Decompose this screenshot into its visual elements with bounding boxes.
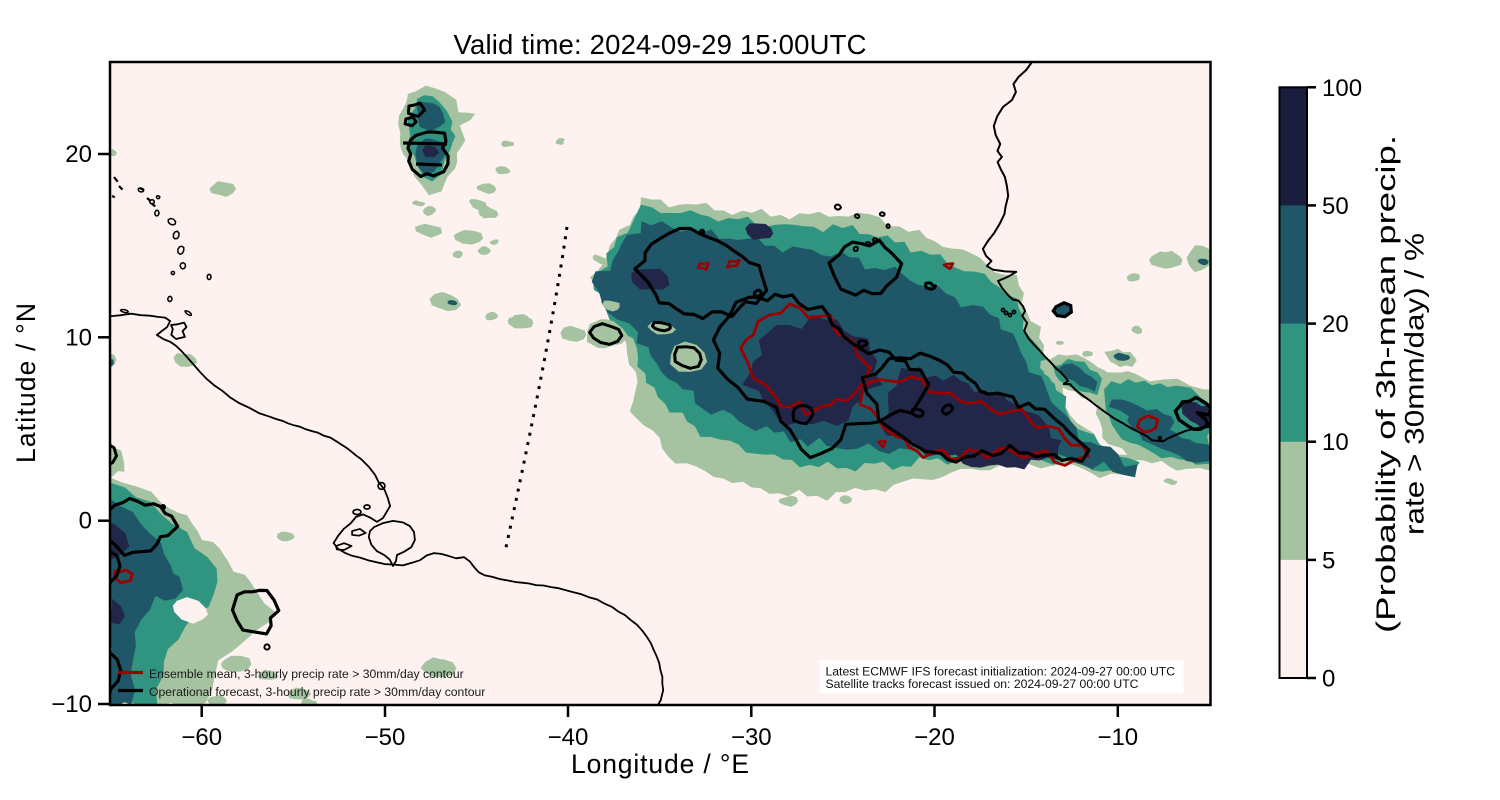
svg-text:(Probability of 3h-mean precip: (Probability of 3h-mean precip. — [1371, 135, 1401, 633]
svg-text:Operational forecast, 3-hourly: Operational forecast, 3-hourly precip ra… — [149, 685, 485, 699]
svg-text:Ensemble mean, 3-hourly precip: Ensemble mean, 3-hourly precip rate > 30… — [149, 667, 464, 681]
svg-text:20: 20 — [1322, 311, 1349, 338]
svg-text:−50: −50 — [365, 724, 406, 751]
svg-text:rate > 30mm/day) / %: rate > 30mm/day) / % — [1400, 233, 1430, 535]
svg-text:−20: −20 — [914, 724, 955, 751]
svg-text:20: 20 — [65, 141, 92, 168]
svg-text:100: 100 — [1322, 75, 1362, 102]
svg-text:Valid time: 2024-09-29 15:00UT: Valid time: 2024-09-29 15:00UTC — [454, 29, 867, 60]
svg-text:50: 50 — [1322, 193, 1349, 220]
svg-text:5: 5 — [1322, 547, 1335, 574]
svg-text:−40: −40 — [548, 724, 589, 751]
svg-text:−10: −10 — [1097, 724, 1138, 751]
svg-text:Longitude / °E: Longitude / °E — [571, 749, 749, 779]
svg-text:10: 10 — [1322, 429, 1349, 456]
svg-text:0: 0 — [79, 508, 92, 535]
svg-text:Latest ECMWF IFS forecast init: Latest ECMWF IFS forecast initialization… — [826, 665, 1176, 679]
svg-text:−10: −10 — [51, 691, 92, 718]
svg-text:Satellite tracks forecast issu: Satellite tracks forecast issued on: 202… — [826, 677, 1139, 691]
svg-text:−60: −60 — [181, 724, 222, 751]
svg-text:10: 10 — [65, 324, 92, 351]
svg-text:−30: −30 — [731, 724, 772, 751]
svg-text:Latitude / °N: Latitude / °N — [11, 303, 41, 463]
svg-text:0: 0 — [1322, 666, 1335, 693]
